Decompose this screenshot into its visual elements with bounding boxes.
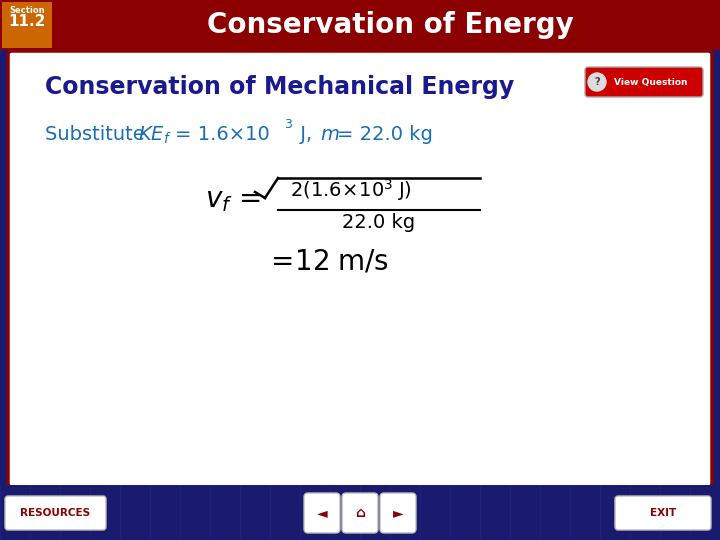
Text: ⌂: ⌂ — [355, 506, 365, 520]
Text: Conservation of Energy: Conservation of Energy — [207, 11, 573, 39]
Text: = 1.6×10: = 1.6×10 — [175, 125, 270, 144]
Text: EXIT: EXIT — [650, 508, 676, 518]
FancyBboxPatch shape — [0, 0, 720, 50]
Text: ?: ? — [594, 77, 600, 87]
FancyBboxPatch shape — [5, 496, 106, 530]
FancyBboxPatch shape — [0, 485, 720, 540]
Text: ◄: ◄ — [317, 506, 328, 520]
Text: $\mathit{m}$: $\mathit{m}$ — [320, 125, 340, 144]
Text: Substitute: Substitute — [45, 125, 151, 144]
Text: 22.0 kg: 22.0 kg — [343, 213, 415, 232]
Text: $=\!12\;\mathrm{m/s}$: $=\!12\;\mathrm{m/s}$ — [265, 248, 389, 276]
FancyBboxPatch shape — [585, 67, 703, 97]
FancyBboxPatch shape — [8, 51, 712, 487]
Text: $\mathit{KE}_f$: $\mathit{KE}_f$ — [138, 125, 171, 146]
Text: J,: J, — [294, 125, 318, 144]
Text: $v_f\,=$: $v_f\,=$ — [205, 186, 261, 214]
Text: Conservation of Mechanical Energy: Conservation of Mechanical Energy — [45, 75, 514, 99]
Circle shape — [588, 73, 606, 91]
FancyBboxPatch shape — [342, 493, 378, 533]
Text: Section: Section — [9, 6, 45, 15]
FancyBboxPatch shape — [615, 496, 711, 530]
Text: 11.2: 11.2 — [9, 14, 45, 29]
Text: 3: 3 — [284, 118, 292, 131]
Text: RESOURCES: RESOURCES — [20, 508, 90, 518]
Text: View Question: View Question — [614, 78, 688, 86]
Text: = 22.0 kg: = 22.0 kg — [337, 125, 433, 144]
FancyBboxPatch shape — [380, 493, 416, 533]
FancyBboxPatch shape — [304, 493, 340, 533]
Text: $2(1.6\!\times\!10^3\;\mathrm{J})$: $2(1.6\!\times\!10^3\;\mathrm{J})$ — [290, 177, 412, 203]
FancyBboxPatch shape — [2, 2, 52, 48]
Text: ►: ► — [392, 506, 403, 520]
